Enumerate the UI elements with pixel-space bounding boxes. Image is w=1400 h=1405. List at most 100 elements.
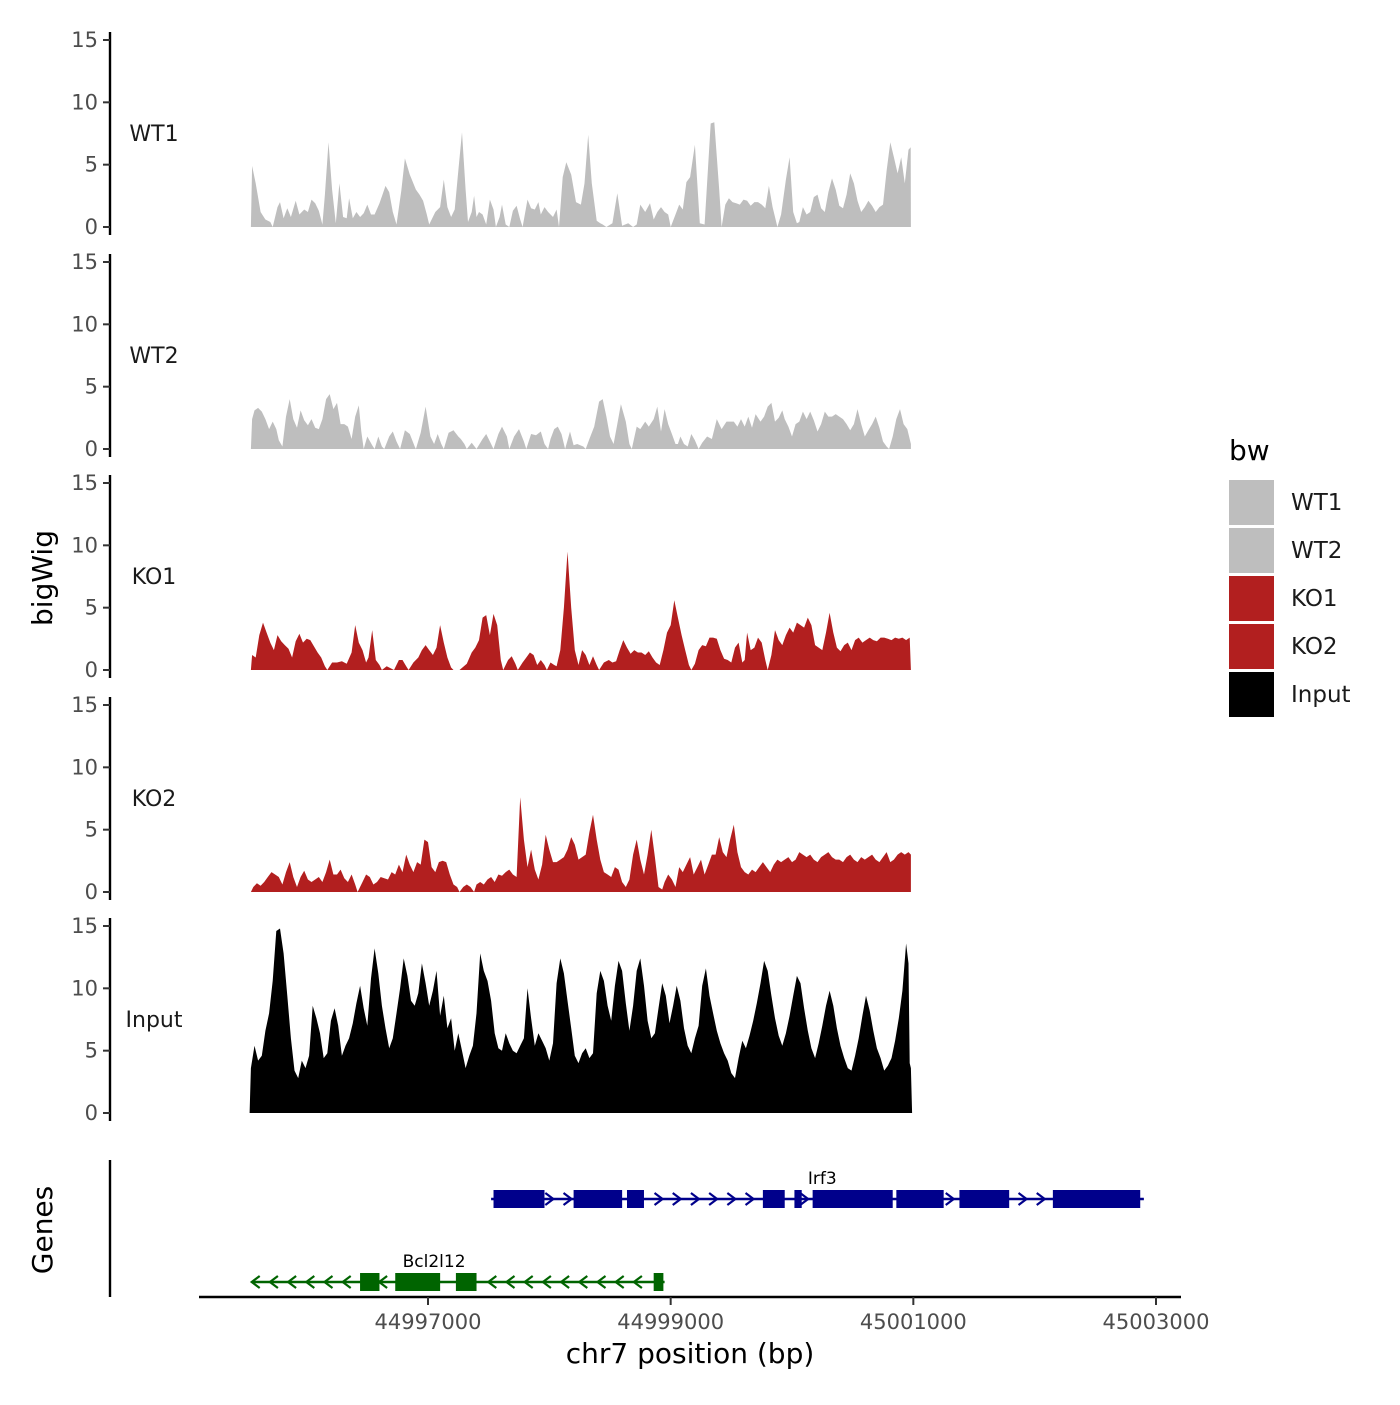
legend-label-wt2: WT2 <box>1291 538 1342 564</box>
legend-label-ko1: KO1 <box>1291 586 1338 612</box>
coverage-tracks: 0 5 10 15 WT1 0 5 10 15 WT2 0 5 10 15 KO1 0 5 10 15 KO2 0 5 10… <box>71 28 913 1125</box>
x-tick-label: 44999000 <box>617 1310 724 1334</box>
strand-arrow <box>486 1275 497 1289</box>
track-wt1: 0 5 10 15 WT1 <box>71 28 911 239</box>
strand-arrow <box>286 1275 297 1289</box>
legend-swatch-ko2 <box>1229 624 1274 669</box>
y-tick-label: 10 <box>71 312 98 336</box>
strand-arrow <box>799 1192 810 1206</box>
y-tick-label: 5 <box>85 375 98 399</box>
gene-exon <box>493 1190 545 1208</box>
strand-arrow <box>268 1275 279 1289</box>
track-ko2: 0 5 10 15 KO2 <box>71 693 911 904</box>
y-tick-label: 0 <box>85 880 98 904</box>
gene-exon <box>1052 1190 1141 1208</box>
strand-arrow <box>522 1275 534 1289</box>
x-tick-label: 45001000 <box>860 1310 967 1334</box>
y-tick-label: 15 <box>71 693 98 717</box>
legend-swatch-ko1 <box>1229 576 1274 621</box>
gene-exon <box>653 1273 664 1291</box>
gene-exon <box>812 1190 893 1208</box>
y-tick-label: 15 <box>71 914 98 938</box>
strand-arrow <box>504 1275 516 1289</box>
strand-arrow <box>562 1192 574 1206</box>
track-label: WT2 <box>129 344 178 369</box>
legend: bw WT1 WT2 KO1 KO2 Input <box>1229 434 1351 717</box>
track-wt2: 0 5 10 15 WT2 <box>71 250 911 461</box>
legend-swatch-wt1 <box>1229 480 1274 525</box>
x-axis: 44997000 44999000 45001000 45003000 <box>199 1295 1210 1334</box>
y-tick-label: 10 <box>71 533 98 557</box>
coverage-area <box>250 797 911 892</box>
gene-label: Irf3 <box>808 1169 837 1189</box>
strand-arrow <box>340 1275 352 1289</box>
gene-exon <box>573 1190 623 1208</box>
gene-exon <box>395 1273 441 1291</box>
x-tick-label: 44997000 <box>375 1310 482 1334</box>
strand-arrow <box>544 1192 556 1206</box>
strand-arrow <box>577 1275 588 1289</box>
gene-exon <box>455 1273 477 1291</box>
coverage-area <box>250 551 911 670</box>
gene-bcl2l12: Bcl2l12 <box>249 1252 665 1291</box>
legend-label-wt1: WT1 <box>1291 490 1342 516</box>
track-label: Input <box>126 1008 183 1033</box>
coverage-area <box>250 122 911 227</box>
strand-arrow <box>249 1275 261 1289</box>
gene-exon <box>626 1190 644 1208</box>
strand-arrow <box>744 1192 756 1206</box>
gene-exon <box>762 1190 785 1208</box>
coverage-area <box>250 394 911 449</box>
y-tick-label: 15 <box>71 250 98 274</box>
track-input: 0 5 10 15 Input <box>71 914 913 1125</box>
y-tick-label: 5 <box>85 153 98 177</box>
y-tick-label: 0 <box>85 437 98 461</box>
genes-axis-title: Genes <box>26 1186 59 1274</box>
strand-arrow <box>632 1275 643 1289</box>
strand-arrow <box>1017 1192 1029 1206</box>
legend-label-input: Input <box>1291 682 1351 708</box>
y-tick-label: 5 <box>85 596 98 620</box>
gene-exon <box>896 1190 944 1208</box>
strand-arrow <box>726 1192 738 1206</box>
strand-arrow <box>595 1275 607 1289</box>
y-tick-label: 5 <box>85 1039 98 1063</box>
y-tick-label: 0 <box>85 215 98 239</box>
track-label: KO1 <box>132 565 177 590</box>
x-tick-label: 45003000 <box>1103 1310 1210 1334</box>
y-tick-label: 15 <box>71 471 98 495</box>
strand-arrow <box>541 1275 552 1289</box>
y-tick-label: 10 <box>71 755 98 779</box>
coverage-area <box>249 928 913 1113</box>
y-axis-title: bigWig <box>26 530 59 626</box>
gene-exon <box>794 1190 802 1208</box>
y-tick-label: 0 <box>85 658 98 682</box>
y-tick-label: 10 <box>71 976 98 1000</box>
gene-exon <box>360 1273 380 1291</box>
y-tick-label: 15 <box>71 28 98 52</box>
legend-title: bw <box>1229 434 1270 467</box>
gene-irf3: Irf3 <box>491 1169 1144 1208</box>
y-tick-label: 10 <box>71 90 98 114</box>
legend-swatch-input <box>1229 672 1274 717</box>
strand-arrow <box>672 1192 683 1206</box>
legend-label-ko2: KO2 <box>1291 634 1338 660</box>
strand-arrow <box>708 1192 719 1206</box>
strand-arrow <box>945 1192 956 1206</box>
strand-arrow <box>322 1275 334 1289</box>
x-axis-title: chr7 position (bp) <box>566 1337 815 1370</box>
strand-arrow <box>1036 1192 1047 1206</box>
strand-arrow <box>690 1192 701 1206</box>
strand-arrow <box>559 1275 570 1289</box>
gene-exon <box>959 1190 1010 1208</box>
strand-arrow <box>304 1275 315 1289</box>
strand-arrow <box>613 1275 625 1289</box>
strand-arrow <box>653 1192 665 1206</box>
track-label: WT1 <box>129 122 178 147</box>
gene-track: Irf3 Bcl2l12 <box>108 1160 1144 1297</box>
y-tick-label: 5 <box>85 818 98 842</box>
track-label: KO2 <box>132 787 177 812</box>
track-ko1: 0 5 10 15 KO1 <box>71 471 911 682</box>
